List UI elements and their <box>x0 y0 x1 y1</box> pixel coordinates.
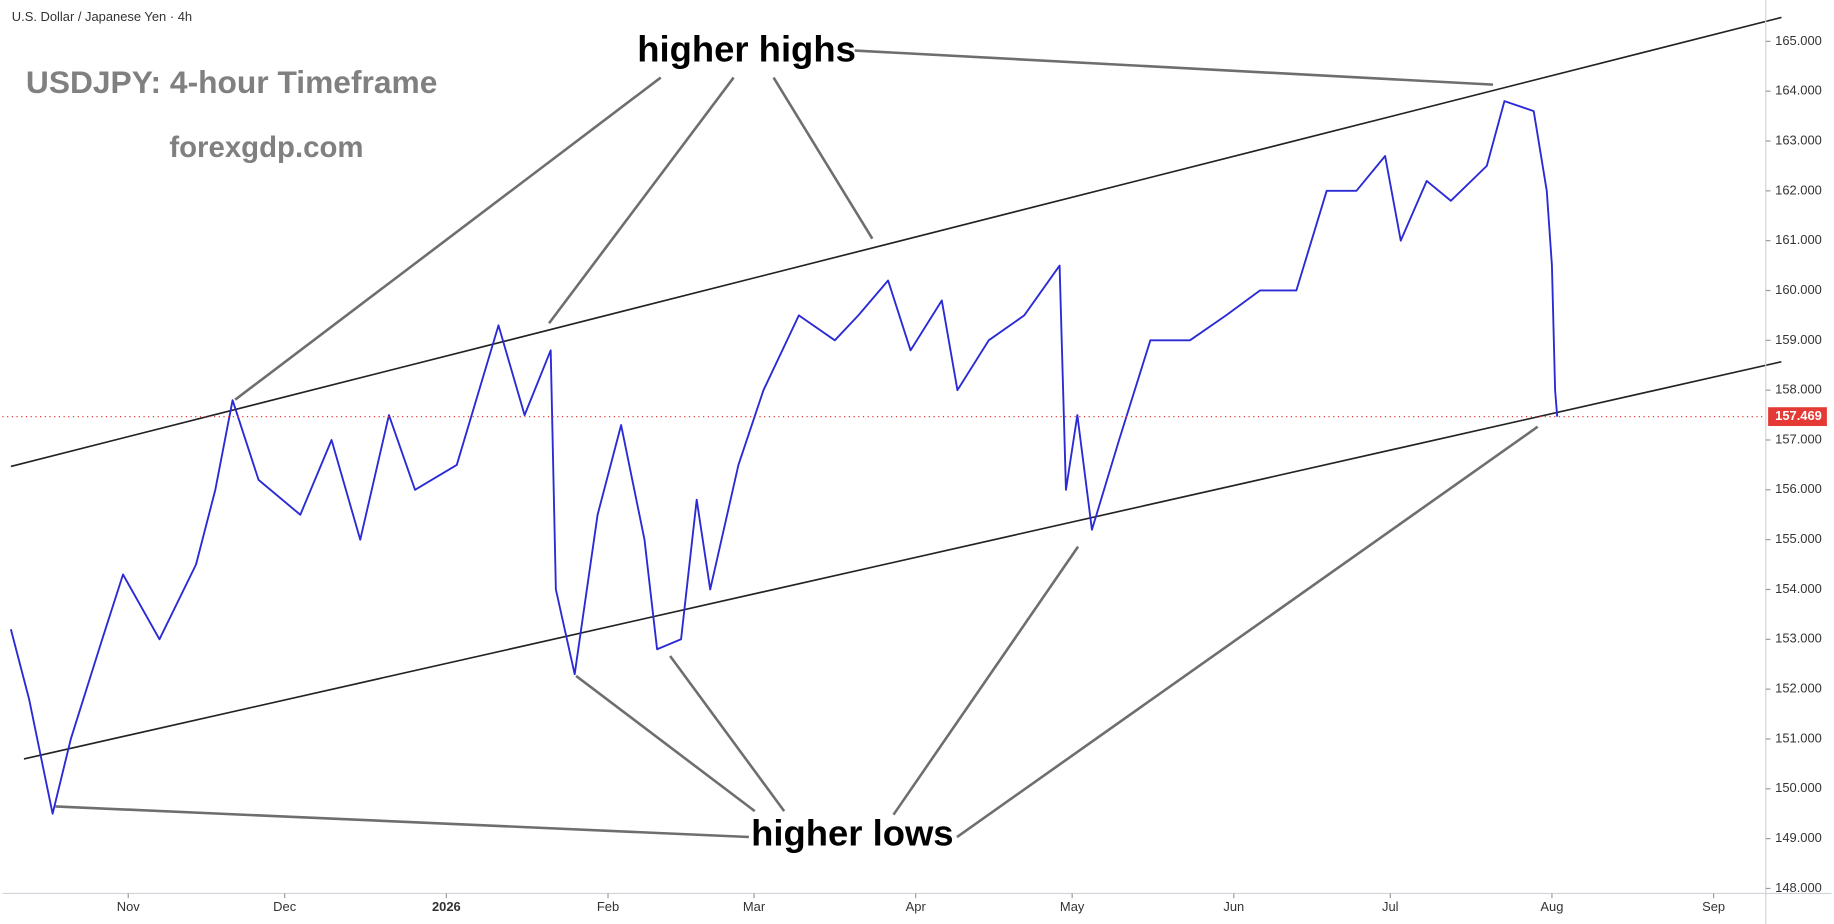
pointers <box>55 49 1539 839</box>
y-tick-label: 162.000 <box>1775 182 1822 197</box>
x-tick-label: Apr <box>906 899 927 914</box>
pointer-line <box>548 76 735 325</box>
y-tick-label: 148.000 <box>1775 880 1822 895</box>
chart-title: USDJPY: 4-hour Timeframe <box>26 64 437 100</box>
y-tick-label: 153.000 <box>1775 631 1822 646</box>
y-tick-label: 163.000 <box>1775 132 1822 147</box>
pointer-line <box>575 674 756 813</box>
last-price-label: 157.469 <box>1775 408 1822 423</box>
x-tick-label: Jun <box>1223 899 1244 914</box>
y-tick-label: 159.000 <box>1775 332 1822 347</box>
x-tick-label: Mar <box>743 899 766 914</box>
y-tick-label: 149.000 <box>1775 830 1822 845</box>
y-tick-label: 152.000 <box>1775 681 1822 696</box>
pointer-line <box>892 545 1080 816</box>
annotation: higher lows <box>751 812 953 853</box>
trend-line <box>10 16 1782 468</box>
y-tick-label: 160.000 <box>1775 282 1822 297</box>
x-tick-label: Feb <box>597 899 619 914</box>
symbol-label: U.S. Dollar / Japanese Yen · 4h <box>12 9 192 24</box>
y-tick-label: 157.000 <box>1775 431 1822 446</box>
x-tick-label: Sep <box>1702 899 1725 914</box>
pointer-line <box>669 655 786 812</box>
plot-area <box>2 16 1782 815</box>
y-tick-label: 158.000 <box>1775 382 1822 397</box>
y-tick-label: 156.000 <box>1775 481 1822 496</box>
x-tick-label: Aug <box>1540 899 1563 914</box>
chart-subtitle: forexgdp.com <box>169 131 363 164</box>
y-tick-label: 150.000 <box>1775 780 1822 795</box>
y-tick-label: 161.000 <box>1775 232 1822 247</box>
y-tick-label: 155.000 <box>1775 531 1822 546</box>
trend-line <box>23 360 1782 760</box>
last-price-box <box>1768 407 1827 427</box>
x-tick-label: May <box>1060 899 1085 914</box>
x-tick-label: Jul <box>1382 899 1399 914</box>
y-tick-label: 154.000 <box>1775 581 1822 596</box>
pointer-line <box>956 425 1539 839</box>
y-tick-label: 164.000 <box>1775 83 1822 98</box>
annotation: higher highs <box>637 28 856 69</box>
y-tick-label: 165.000 <box>1775 33 1822 48</box>
price-line <box>9 100 1559 815</box>
x-tick-label: Dec <box>273 899 297 914</box>
pointer-line <box>234 76 662 401</box>
y-tick-label: 151.000 <box>1775 730 1822 745</box>
x-tick-label: Nov <box>117 899 141 914</box>
pointer-line <box>854 49 1494 86</box>
pointer-line <box>55 805 749 839</box>
pointer-line <box>772 76 874 240</box>
x-tick-label: 2026 <box>432 899 461 914</box>
